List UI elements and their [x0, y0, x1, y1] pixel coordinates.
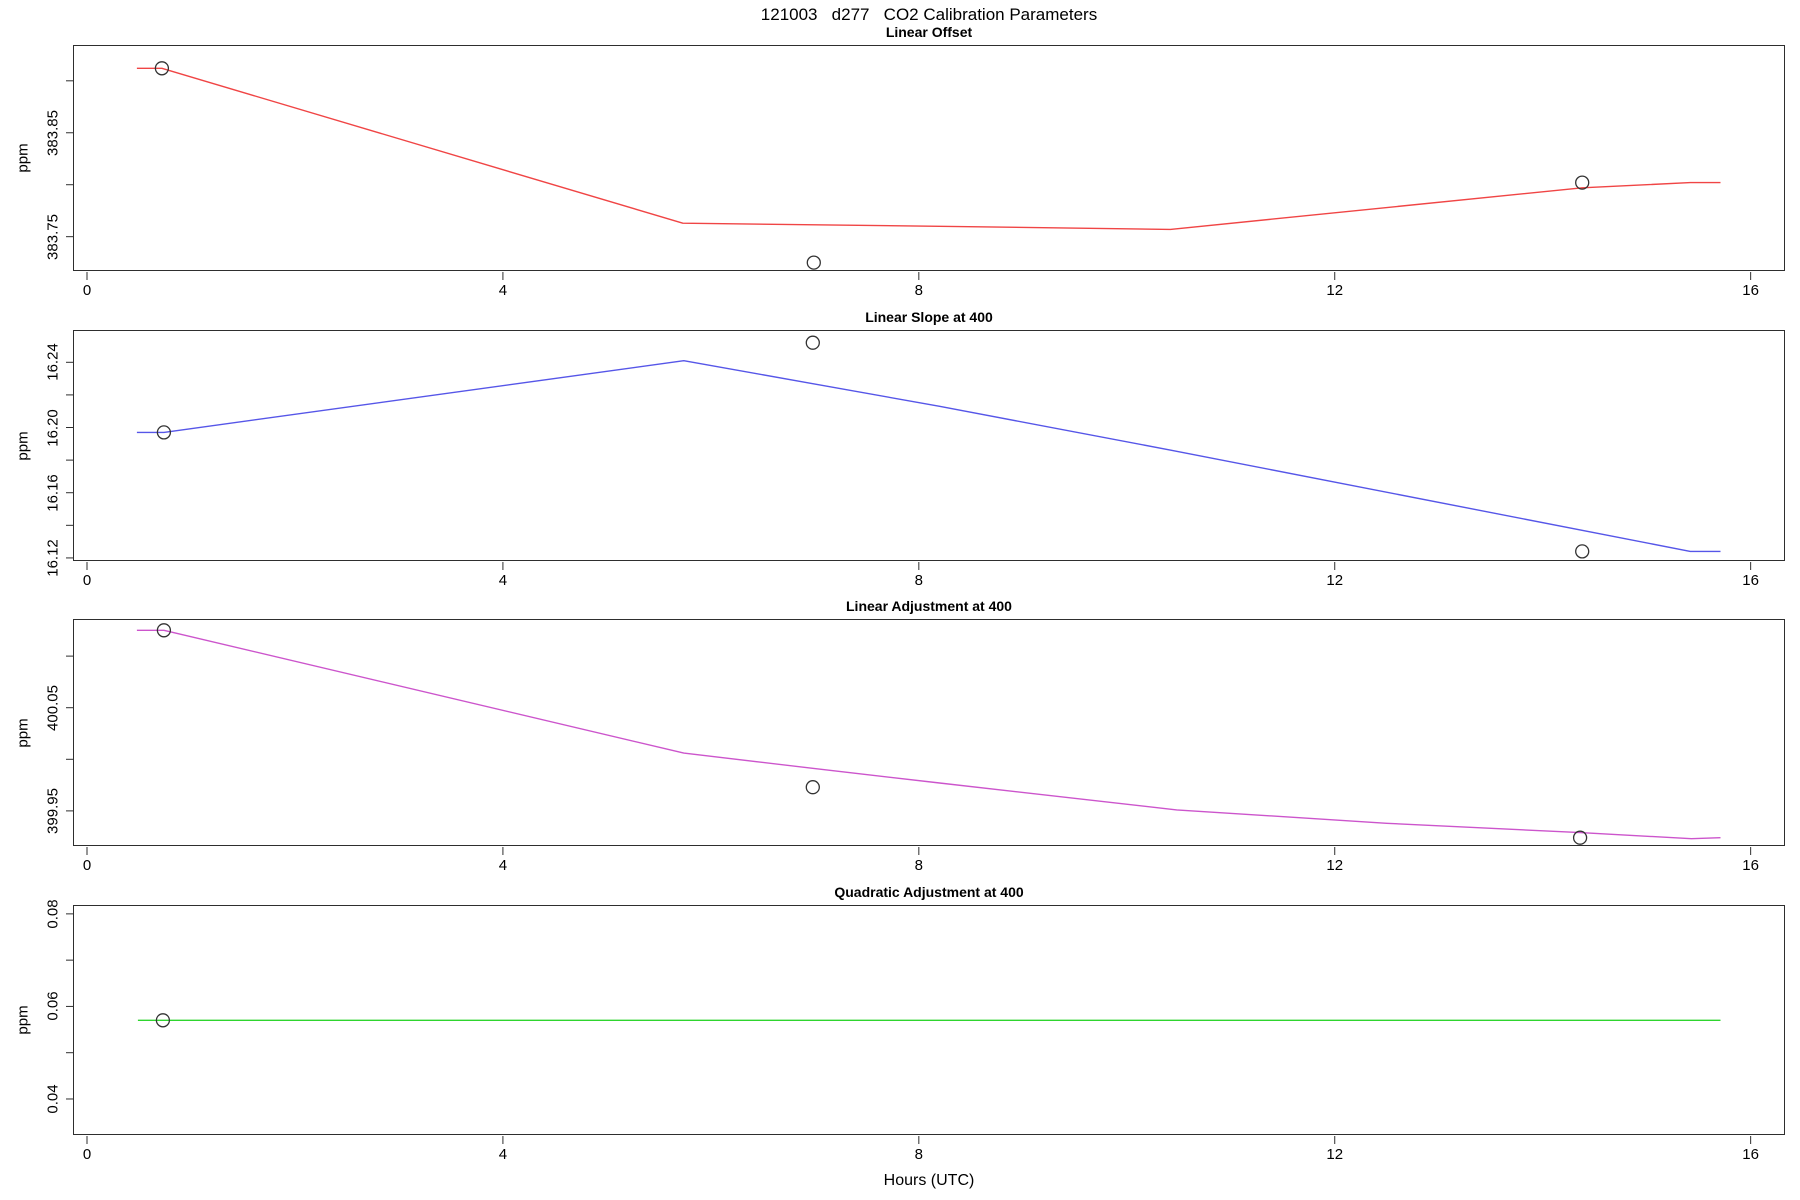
plot-linear-slope: ppm 0 4 8 12 16 16.24 16.20 16.16 16.12	[15, 330, 1785, 589]
x-tick-label: 16	[1742, 572, 1759, 589]
chart-canvas	[66, 335, 1752, 570]
chart-canvas	[66, 61, 1752, 280]
y-tick-label: 16.16	[44, 473, 62, 512]
calibration-point-marker	[806, 255, 821, 270]
plot-linear-offset: ppm 0 4 8 12 16 383.85 383.75	[15, 45, 1785, 299]
calibration-point-marker	[1575, 544, 1590, 559]
x-tick-label: 16	[1742, 1146, 1759, 1163]
y-tick-label: 383.85	[44, 109, 62, 156]
x-axis-label: Hours (UTC)	[883, 1172, 975, 1189]
y-tick-label: 16.20	[44, 408, 62, 447]
x-tick-label: 12	[1326, 857, 1344, 874]
calibration-point-marker	[154, 61, 170, 76]
x-tick-label: 12	[1326, 572, 1344, 589]
panel-title-linear-slope: Linear Slope at 400	[865, 309, 993, 325]
y-tick-label: 0.04	[44, 1084, 62, 1114]
y-tick-label: 0.08	[44, 899, 62, 929]
plot-quadratic-adjustment: ppm 0 4 8 12 16 0.08 0.06 0.04	[15, 899, 1785, 1163]
calibration-point-marker	[1572, 830, 1588, 845]
x-tick-label: 4	[498, 1146, 508, 1163]
y-axis-label-ppm: ppm	[14, 717, 32, 748]
x-tick-label: 0	[82, 572, 92, 589]
chart-canvas	[66, 913, 1752, 1144]
x-tick-label: 8	[914, 857, 923, 874]
series-line	[136, 360, 1721, 553]
x-tick-label: 0	[82, 857, 92, 874]
x-tick-label: 12	[1326, 282, 1344, 299]
y-tick-label: 383.75	[44, 213, 62, 260]
y-axis-label-ppm: ppm	[14, 1005, 32, 1035]
y-axis-label-ppm: ppm	[14, 143, 32, 173]
y-tick-label: 0.06	[44, 991, 62, 1022]
y-axis-label-ppm: ppm	[14, 430, 32, 461]
x-tick-label: 16	[1742, 857, 1759, 874]
plot-linear-adjustment: ppm 0 4 8 12 16 400.05 399.95	[15, 619, 1785, 874]
y-tick-label: 16.24	[44, 343, 62, 382]
x-tick-label: 12	[1326, 1146, 1344, 1163]
calibration-point-marker	[805, 780, 820, 795]
y-tick-label: 16.12	[44, 539, 62, 577]
figure-title: 121003 d277 CO2 Calibration Parameters	[760, 5, 1098, 24]
panel-title-linear-adjustment: Linear Adjustment at 400	[846, 598, 1012, 614]
y-tick-label: 400.05	[44, 684, 62, 731]
panel-title-quadratic-adjustment: Quadratic Adjustment at 400	[834, 884, 1024, 900]
calibration-point-marker	[156, 425, 172, 440]
calibration-point-marker	[805, 335, 820, 350]
chart-canvas	[66, 623, 1752, 855]
series-line	[136, 67, 1721, 231]
x-tick-label: 8	[914, 282, 923, 299]
x-tick-label: 4	[498, 282, 508, 299]
x-tick-label: 4	[498, 572, 508, 589]
x-tick-label: 16	[1742, 282, 1759, 299]
y-tick-label: 399.95	[44, 787, 62, 834]
x-tick-label: 0	[82, 282, 92, 299]
panel-title-linear-offset: Linear Offset	[885, 24, 973, 40]
calibration-point-marker	[155, 1013, 171, 1028]
x-tick-label: 8	[914, 1146, 923, 1163]
x-tick-label: 4	[498, 857, 508, 874]
series-line	[136, 629, 1721, 840]
x-tick-label: 8	[914, 572, 923, 589]
calibration-point-marker	[1575, 175, 1590, 190]
x-tick-label: 0	[82, 1146, 92, 1163]
calibration-point-marker	[156, 623, 172, 638]
